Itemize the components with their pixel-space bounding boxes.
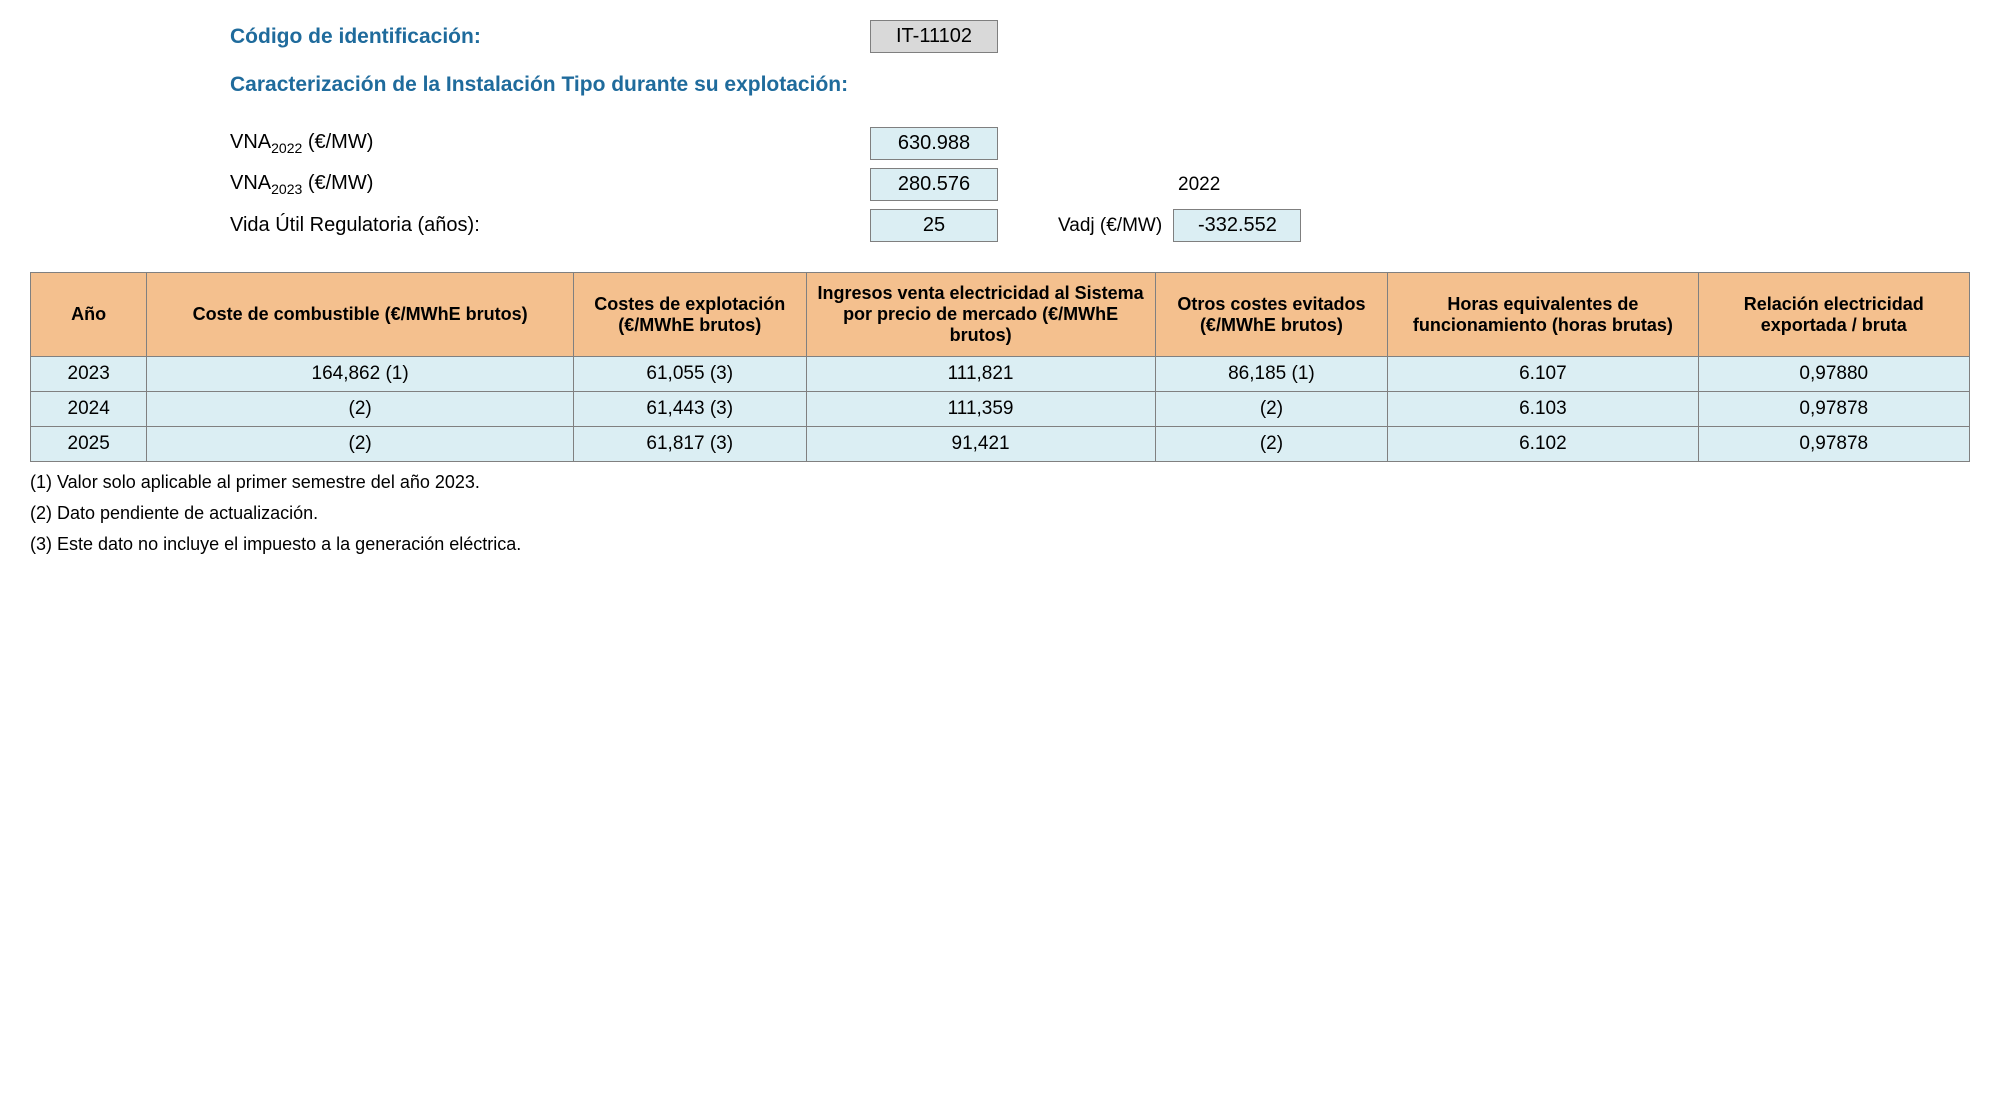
table-header-cell: Ingresos venta electricidad al Sistema p…	[806, 273, 1155, 357]
table-cell: 2025	[31, 427, 147, 462]
table-header-cell: Año	[31, 273, 147, 357]
table-cell: 61,443 (3)	[573, 392, 806, 427]
table-cell: 0,97878	[1698, 392, 1970, 427]
vna2022-pre: VNA	[230, 131, 271, 153]
footnote: (3) Este dato no incluye el impuesto a l…	[30, 534, 1970, 555]
table-header-cell: Costes de explotación (€/MWhE brutos)	[573, 273, 806, 357]
table-cell: (2)	[147, 427, 574, 462]
footnotes: (1) Valor solo aplicable al primer semes…	[30, 472, 1970, 555]
table-row: 2023164,862 (1)61,055 (3)111,82186,185 (…	[31, 357, 1970, 392]
vna2023-post: (€/MW)	[302, 172, 373, 194]
table-row: 2024(2)61,443 (3)111,359(2)6.1030,97878	[31, 392, 1970, 427]
table-cell: (2)	[147, 392, 574, 427]
table-cell: (2)	[1155, 392, 1388, 427]
vna2022-row: VNA2022 (€/MW) 630.988	[230, 127, 1970, 160]
table-cell: 91,421	[806, 427, 1155, 462]
table-cell: 111,821	[806, 357, 1155, 392]
code-value: IT-11102	[870, 20, 998, 53]
table-header-cell: Otros costes evitados (€/MWhE brutos)	[1155, 273, 1388, 357]
table-cell: 86,185 (1)	[1155, 357, 1388, 392]
table-header-cell: Horas equivalentes de funcionamiento (ho…	[1388, 273, 1698, 357]
code-row: Código de identificación: IT-11102	[230, 20, 1970, 53]
table-cell: 6.103	[1388, 392, 1698, 427]
vadj-value: -332.552	[1173, 209, 1301, 242]
vna2022-sub: 2022	[271, 140, 302, 156]
table-cell: 61,055 (3)	[573, 357, 806, 392]
vadj-label: Vadj (€/MW)	[1058, 215, 1162, 236]
vna2023-value: 280.576	[870, 168, 998, 201]
table-cell: 2023	[31, 357, 147, 392]
footnote: (2) Dato pendiente de actualización.	[30, 503, 1970, 524]
table-cell: 0,97880	[1698, 357, 1970, 392]
header-block: Código de identificación: IT-11102 Carac…	[230, 20, 1970, 242]
year-extra: 2022	[1178, 174, 1220, 196]
vida-value: 25	[870, 209, 998, 242]
table-head: AñoCoste de combustible (€/MWhE brutos)C…	[31, 273, 1970, 357]
data-table: AñoCoste de combustible (€/MWhE brutos)C…	[30, 272, 1970, 462]
table-header-row: AñoCoste de combustible (€/MWhE brutos)C…	[31, 273, 1970, 357]
table-body: 2023164,862 (1)61,055 (3)111,82186,185 (…	[31, 357, 1970, 462]
code-label: Código de identificación:	[230, 25, 870, 49]
vida-label: Vida Útil Regulatoria (años):	[230, 214, 870, 237]
table-cell: 164,862 (1)	[147, 357, 574, 392]
table-row: 2025(2)61,817 (3)91,421(2)6.1020,97878	[31, 427, 1970, 462]
vna2023-sub: 2023	[271, 181, 302, 197]
vna2023-label: VNA2023 (€/MW)	[230, 172, 870, 197]
subtitle-row: Caracterización de la Instalación Tipo d…	[230, 73, 1970, 97]
subtitle: Caracterización de la Instalación Tipo d…	[230, 73, 848, 97]
vna2022-post: (€/MW)	[302, 131, 373, 153]
vna2022-value: 630.988	[870, 127, 998, 160]
vida-row: Vida Útil Regulatoria (años): 25 Vadj (€…	[230, 209, 1970, 242]
table-cell: 111,359	[806, 392, 1155, 427]
vadj-group: Vadj (€/MW) -332.552	[1058, 209, 1301, 242]
table-header-cell: Coste de combustible (€/MWhE brutos)	[147, 273, 574, 357]
vna2023-pre: VNA	[230, 172, 271, 194]
table-header-cell: Relación electricidad exportada / bruta	[1698, 273, 1970, 357]
footnote: (1) Valor solo aplicable al primer semes…	[30, 472, 1970, 493]
vna2023-row: VNA2023 (€/MW) 280.576 2022	[230, 168, 1970, 201]
table-cell: 2024	[31, 392, 147, 427]
vna2022-label: VNA2022 (€/MW)	[230, 131, 870, 156]
table-cell: 61,817 (3)	[573, 427, 806, 462]
table-cell: (2)	[1155, 427, 1388, 462]
table-cell: 6.102	[1388, 427, 1698, 462]
table-cell: 6.107	[1388, 357, 1698, 392]
table-cell: 0,97878	[1698, 427, 1970, 462]
